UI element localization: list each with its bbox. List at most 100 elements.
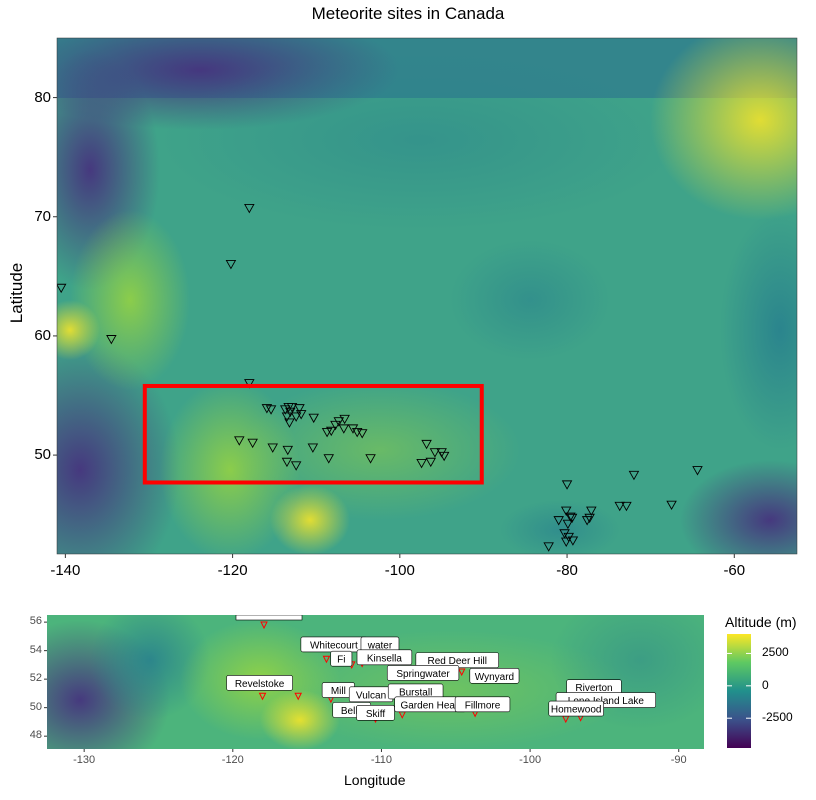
- site-marker-50: [560, 537, 572, 548]
- site-marker-33: [323, 454, 335, 464]
- site-label-2: Kinsella: [356, 649, 413, 666]
- legend-title: Altitude (m): [725, 614, 797, 630]
- site-label-box: [386, 665, 460, 681]
- pacific-ocean-shade: [57, 340, 180, 554]
- site-label-box: [356, 705, 395, 721]
- inset-y-tick-label-4: 48: [29, 729, 42, 742]
- inset-marker-0: [260, 621, 268, 630]
- site-marker-15: [290, 412, 302, 422]
- site-label-14: Skiff: [356, 705, 395, 721]
- site-marker-45: [562, 519, 574, 530]
- site-marker-24: [339, 414, 350, 425]
- site-marker-23: [338, 424, 350, 434]
- site-label-box: [454, 696, 511, 713]
- inset-y-tick-label-2: 52: [29, 672, 42, 685]
- main-map-panel: [57, 38, 797, 554]
- y-tick-label-0: 80: [34, 88, 51, 106]
- inset-x-tick-label-2: -110: [370, 754, 393, 766]
- x-tick-label-4: -60: [723, 562, 746, 579]
- inset-x-tick-label-0: -130: [73, 754, 96, 766]
- site-label-box: [469, 667, 520, 684]
- x-tick-label-1: -120: [217, 562, 248, 579]
- atlantic-ocean-shade: [680, 460, 797, 554]
- inset-coast-teal: [90, 615, 210, 720]
- site-label-box: [330, 650, 353, 667]
- region-highlight-box: [142, 383, 484, 485]
- site-label-text: Belly: [341, 706, 363, 717]
- x-tick-label-0: -140: [50, 562, 81, 579]
- inset-x-tick-label-3: -100: [519, 754, 542, 766]
- site-marker-43: [560, 506, 572, 517]
- site-marker-16: [294, 404, 305, 414]
- site-marker-57: [628, 470, 640, 481]
- yukon-peak: [57, 300, 100, 360]
- site-label-17: Homewood: [548, 700, 604, 717]
- site-label-7: Revelstoke: [226, 675, 293, 691]
- site-marker-17: [295, 410, 307, 420]
- site-label-1: water: [360, 636, 400, 653]
- y-tick-label-3: 50: [34, 446, 51, 464]
- site-marker-2: [225, 259, 237, 270]
- site-label-text: Fi: [337, 655, 345, 666]
- hudson-bay-shade: [450, 240, 610, 360]
- site-label-text: Lone Island Lake: [568, 696, 645, 707]
- inset-site-labels: Whitecourt water Kinsella Fi Red Deer Hill Sp…: [226, 615, 656, 721]
- legend-ticks: [727, 652, 751, 719]
- site-label-5: Springwater: [386, 665, 460, 681]
- inset-y-tick-label-1: 54: [29, 643, 42, 656]
- site-marker-34: [365, 454, 376, 464]
- site-label-text: Red Deer Hill: [428, 656, 487, 667]
- site-marker-44: [565, 512, 576, 522]
- site-label-box: [226, 675, 293, 691]
- legend-label-1: 0: [762, 677, 769, 692]
- site-marker-39: [416, 458, 427, 469]
- site-marker-13: [281, 412, 293, 422]
- site-label-text: Kinsella: [367, 653, 402, 664]
- site-marker-3: [106, 335, 117, 345]
- site-marker-41: [561, 480, 573, 490]
- site-label-3: Fi: [330, 650, 353, 667]
- site-marker-7: [261, 404, 273, 414]
- site-marker-30: [281, 457, 293, 468]
- site-marker-27: [356, 429, 368, 439]
- site-marker-56: [621, 501, 632, 512]
- legend-colorbar: [727, 634, 751, 748]
- site-marker-6: [247, 438, 258, 449]
- site-label-text: Riverton: [575, 683, 612, 694]
- site-marker-52: [581, 516, 593, 526]
- inset-map-panel: Whitecourt water Kinsella Fi Red Deer Hill Sp…: [47, 615, 704, 749]
- y-tick-label-1: 70: [34, 207, 51, 225]
- labrador-sea-shade: [720, 210, 797, 450]
- site-marker-36: [429, 448, 441, 458]
- site-marker-21: [330, 420, 341, 431]
- site-label-text: water: [367, 640, 393, 651]
- chart-title: Meteorite sites in Canada: [311, 4, 505, 23]
- site-label-text: Revelstoke: [235, 679, 285, 690]
- site-marker-20: [325, 426, 337, 437]
- site-label-10: Burstall: [387, 683, 444, 700]
- inset-y-tick-label-3: 50: [29, 700, 42, 713]
- y-tick-label-2: 60: [34, 326, 51, 344]
- site-marker-40: [425, 457, 437, 468]
- inset-map-axes: [44, 621, 680, 752]
- site-label-6: Wynyard: [469, 667, 520, 684]
- site-label-text: Homewood: [551, 705, 602, 716]
- main-map-frame: [56, 37, 798, 555]
- site-marker-1: [244, 203, 255, 214]
- site-label-12: Fillmore: [454, 696, 511, 713]
- legend-label-2: -2500: [762, 710, 793, 725]
- legend-label-0: 2500: [762, 645, 789, 660]
- site-label-text: Wynyard: [475, 672, 514, 683]
- inset-marker-1: [322, 655, 331, 664]
- site-label-box-clipped: [235, 615, 303, 621]
- site-label-text: Vulcan: [356, 690, 386, 701]
- site-label-text: Mill: [331, 686, 346, 697]
- inset-marker-7: [258, 692, 267, 701]
- site-marker-0: [57, 283, 67, 294]
- site-marker-51: [543, 542, 554, 552]
- site-marker-28: [267, 443, 278, 453]
- site-marker-38: [438, 451, 450, 462]
- y-axis-title: Latitude: [7, 262, 26, 324]
- inset-marker-8: [294, 692, 303, 701]
- site-marker-32: [307, 443, 319, 453]
